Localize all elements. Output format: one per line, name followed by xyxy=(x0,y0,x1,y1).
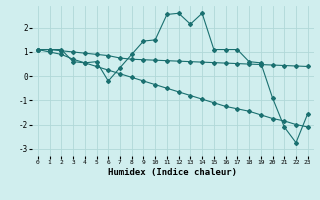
X-axis label: Humidex (Indice chaleur): Humidex (Indice chaleur) xyxy=(108,168,237,177)
